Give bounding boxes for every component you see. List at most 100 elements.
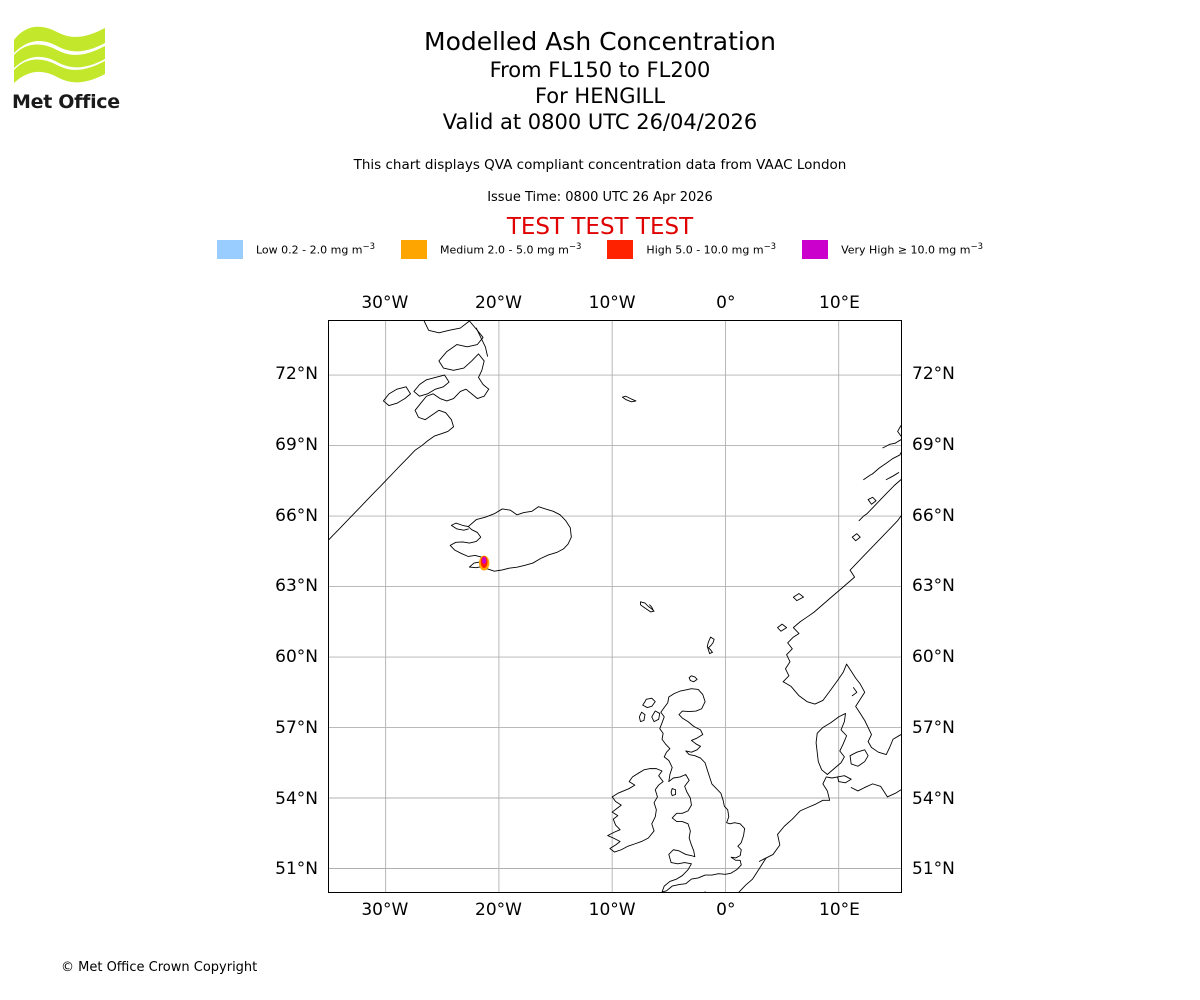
coastline-segment	[851, 687, 858, 697]
latitude-tick-label: 60°N	[912, 647, 955, 668]
coastline-segment	[382, 386, 411, 407]
coastline-segment	[866, 479, 901, 515]
latitude-tick-label: 57°N	[275, 717, 318, 738]
met-office-logo-text: Met Office	[12, 91, 120, 113]
coastline-segment	[649, 604, 654, 611]
latitude-tick-label: 69°N	[275, 434, 318, 455]
latitude-tick-label: 54°N	[275, 788, 318, 809]
copyright-notice: © Met Office Crown Copyright	[61, 960, 258, 975]
latitude-tick-label: 69°N	[912, 434, 955, 455]
legend-label: High 5.0 - 10.0 mg m−3	[646, 242, 777, 257]
coastline-segment	[885, 472, 900, 481]
coastline-segment	[640, 601, 655, 613]
coastline-segment	[850, 787, 866, 792]
coastline-segment	[659, 688, 746, 892]
coastline-segment	[621, 395, 637, 403]
coastline-segment	[423, 321, 470, 334]
coastline-segment	[765, 776, 838, 859]
coastline-segment	[815, 712, 848, 775]
legend-entry: Low 0.2 - 2.0 mg m−3	[217, 240, 375, 259]
legend-label: Medium 2.0 - 5.0 mg m−3	[440, 242, 582, 257]
legend-label: Low 0.2 - 2.0 mg m−3	[256, 242, 376, 257]
coastline-segment	[863, 473, 874, 481]
coastline-segment	[450, 522, 469, 531]
coastline-segment	[758, 857, 767, 862]
ash-plume-marker	[478, 555, 490, 571]
qva-caption: This chart displays QVA compliant concen…	[353, 157, 847, 173]
concentration-legend: Low 0.2 - 2.0 mg m−3 Medium 2.0 - 5.0 mg …	[0, 240, 1200, 259]
latitude-tick-label: 66°N	[912, 505, 955, 526]
longitude-tick-label: 10°W	[588, 900, 636, 920]
coastline-segment	[413, 374, 450, 397]
coastline-segment	[837, 775, 852, 784]
legend-swatch	[802, 240, 829, 259]
page-title: Modelled Ash Concentration	[424, 27, 776, 56]
legend-entry: Medium 2.0 - 5.0 mg m−3	[401, 240, 581, 259]
coastline-segment	[872, 452, 901, 475]
longitude-tick-label: 0°	[716, 293, 736, 313]
coastline-segment	[642, 697, 656, 708]
coastline-segment	[894, 439, 901, 444]
coastline-segment	[851, 533, 861, 542]
coastline-segment	[882, 442, 896, 449]
chart-title-block: Modelled Ash Concentration From FL150 to…	[0, 26, 1200, 135]
volcano-subtitle: For HENGILL	[534, 84, 666, 108]
longitude-tick-label: 20°W	[475, 293, 522, 313]
latitude-tick-label: 63°N	[912, 576, 955, 597]
legend-entry: High 5.0 - 10.0 mg m−3	[607, 240, 776, 259]
longitude-tick-label: 10°E	[819, 900, 860, 920]
legend-label: Very High ≥ 10.0 mg m−3	[841, 242, 983, 257]
coastline-segment	[438, 321, 490, 390]
coastline-segment	[329, 388, 490, 540]
coastline-segment	[897, 425, 901, 437]
coastline-segment	[449, 506, 572, 572]
test-banner: TEST TEST TEST	[506, 214, 694, 240]
coastline-segment	[607, 768, 664, 853]
ash-contour-very-high	[482, 556, 487, 565]
latitude-tick-label: 51°N	[275, 859, 318, 880]
longitude-tick-label: 20°W	[475, 900, 522, 920]
latitude-tick-label: 72°N	[275, 364, 318, 385]
coastline-segment	[867, 496, 877, 505]
coastlines	[329, 321, 901, 892]
map-plot-area: 30°W 30°W 20°W 20°W 10°W 10°W 0° 0° 10°E 10°E 72°N…	[275, 293, 955, 920]
coastline-segment	[792, 593, 804, 602]
met-office-wave-mark	[14, 26, 105, 83]
legend-entry: Very High ≥ 10.0 mg m−3	[802, 240, 983, 259]
met-office-logo: Met Office	[12, 22, 132, 117]
flight-level-subtitle: From FL150 to FL200	[489, 58, 711, 82]
latitude-tick-label: 72°N	[912, 364, 955, 385]
legend-swatch	[217, 240, 243, 259]
latitude-tick-label: 54°N	[912, 788, 955, 809]
latitude-tick-label: 66°N	[275, 505, 318, 526]
coastline-segment	[651, 710, 661, 723]
latitude-tick-label: 51°N	[912, 859, 955, 880]
issue-time-text: Issue Time: 0800 UTC 26 Apr 2026	[487, 190, 713, 205]
longitude-tick-label: 30°W	[361, 900, 409, 920]
coastline-segment	[777, 623, 788, 632]
coastline-segment	[886, 789, 901, 798]
latitude-tick-label: 63°N	[275, 576, 318, 597]
coastline-segment	[475, 327, 488, 357]
coastline-segment	[864, 783, 888, 798]
longitude-tick-label: 10°E	[819, 293, 860, 313]
coastline-segment	[858, 513, 868, 522]
latitude-tick-label: 57°N	[912, 717, 955, 738]
longitude-tick-label: 30°W	[361, 293, 409, 313]
coastline-segment	[670, 788, 677, 797]
latitude-tick-label: 60°N	[275, 647, 318, 668]
valid-time-subtitle: Valid at 0800 UTC 26/04/2026	[442, 110, 758, 134]
longitude-tick-label: 0°	[716, 900, 736, 920]
coastline-segment	[704, 857, 767, 892]
legend-swatch	[401, 240, 428, 259]
longitude-tick-label: 10°W	[588, 293, 636, 313]
coastline-segment	[849, 749, 869, 767]
coastline-segment	[704, 891, 706, 892]
coastline-segment	[688, 675, 698, 683]
map-gridlines	[329, 321, 901, 892]
coastline-segment	[782, 515, 901, 683]
coastline-segment	[706, 636, 715, 654]
coastline-segment	[782, 663, 901, 756]
legend-swatch	[607, 240, 634, 259]
ash-concentration-map	[328, 320, 902, 893]
